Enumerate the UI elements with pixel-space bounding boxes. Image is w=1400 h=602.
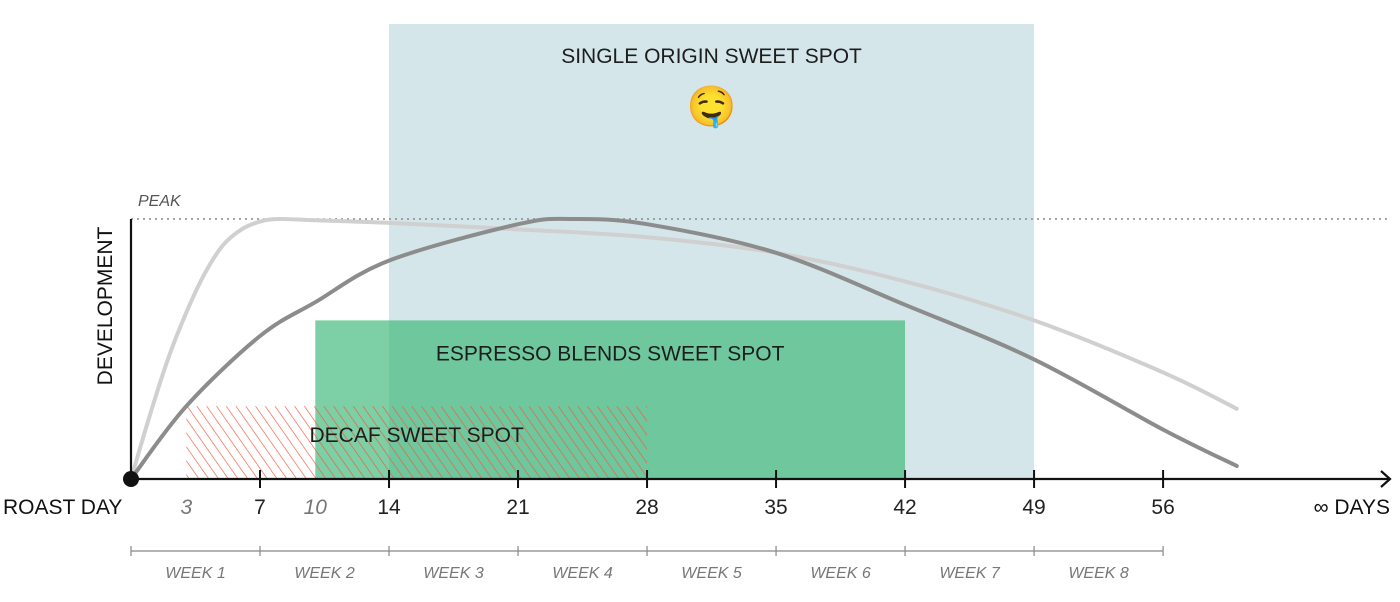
roast-day-label: ROAST DAY	[3, 496, 122, 519]
infinity-days-label: ∞ DAYS	[1314, 496, 1390, 519]
y-axis-title: DEVELOPMENT	[94, 226, 117, 385]
tick-label: 21	[506, 496, 529, 519]
drooling-face-icon: 🤤	[687, 84, 737, 130]
tick-label: 14	[377, 496, 401, 519]
zone-label-espresso-blends-sweet-spot: ESPRESSO BLENDS SWEET SPOT	[436, 342, 785, 365]
week-scale: WEEK 1 WEEK 2 WEEK 3 WEEK 4 WEEK 5 WEEK 6 WEEK…	[130, 546, 1164, 582]
week-label: WEEK 2	[294, 565, 355, 582]
week-label: WEEK 5	[681, 565, 742, 582]
tick-label: 42	[893, 496, 916, 519]
week-label: WEEK 6	[810, 565, 871, 582]
tick-label: 28	[635, 496, 658, 519]
zone-label-single-origin-sweet-spot: SINGLE ORIGIN SWEET SPOT	[561, 45, 862, 68]
tick-label: 3	[180, 496, 192, 519]
origin-dot	[123, 471, 139, 487]
sweet-spot-zones: SINGLE ORIGIN SWEET SPOT 🤤 ESPRESSO BLENDS…	[186, 24, 1035, 479]
peak-label: PEAK	[138, 193, 182, 210]
zone-label-decaf-sweet-spot: DECAF SWEET SPOT	[310, 424, 524, 447]
x-axis-arrowhead	[1380, 470, 1392, 488]
development-curves	[129, 216, 1239, 481]
week-label: WEEK 7	[939, 565, 1001, 582]
tick-label: 10	[304, 496, 328, 519]
development-curve-2	[129, 216, 1239, 481]
tick-label: 49	[1022, 496, 1045, 519]
tick-label: 56	[1151, 496, 1174, 519]
week-label: WEEK 8	[1068, 565, 1129, 582]
tick-label: 7	[254, 496, 266, 519]
tick-label: 35	[764, 496, 787, 519]
zone-decaf-sweet-spot	[186, 406, 648, 479]
development-curve-1	[129, 216, 1239, 481]
week-label: WEEK 1	[165, 565, 225, 582]
week-label: WEEK 3	[423, 565, 484, 582]
week-label: WEEK 4	[552, 565, 613, 582]
x-ticks: 3 7 10 14 21 28 35 42 49 56	[180, 470, 1175, 519]
